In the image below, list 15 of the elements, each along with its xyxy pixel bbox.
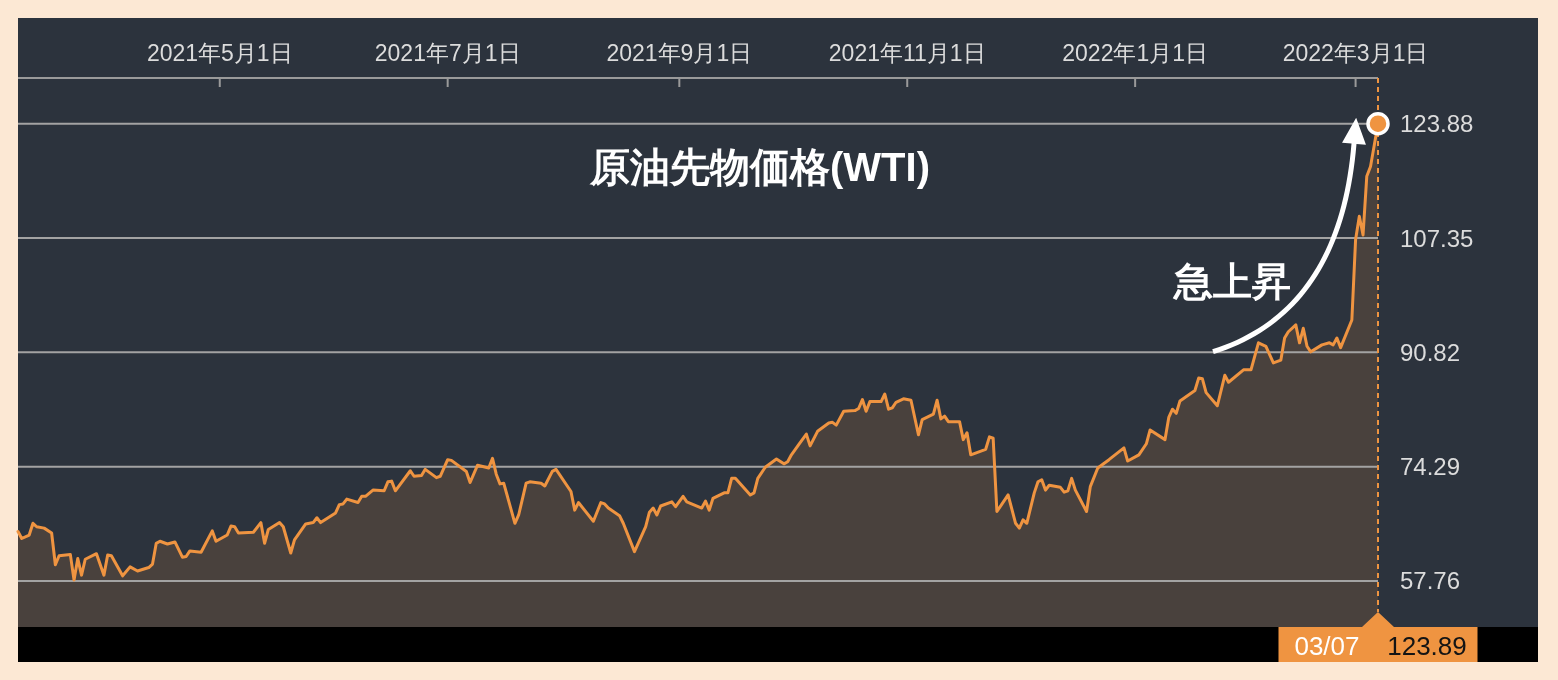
x-tick-label: 2022年3月1日 — [1282, 40, 1429, 66]
y-tick-label: 123.88 — [1400, 110, 1474, 138]
x-tick-label: 2021年5月1日 — [146, 40, 293, 66]
y-tick-label: 57.76 — [1400, 567, 1461, 595]
text: 原油先物価格(WTI) — [589, 145, 930, 189]
y-tick-label: 74.29 — [1400, 453, 1461, 481]
text: 123.89 — [1387, 630, 1467, 661]
x-tick-label: 2021年9月1日 — [606, 40, 753, 66]
y-tick-label: 90.82 — [1400, 338, 1461, 366]
x-tick-label: 2021年11月1日 — [828, 40, 986, 66]
y-tick-label: 107.35 — [1400, 224, 1474, 252]
x-tick-label: 2022年1月1日 — [1062, 40, 1209, 66]
annotation: 急上昇 — [1171, 260, 1291, 304]
ref-line-label: 03/07 — [1294, 630, 1360, 661]
x-tick-label: 2021年7月1日 — [374, 40, 521, 66]
